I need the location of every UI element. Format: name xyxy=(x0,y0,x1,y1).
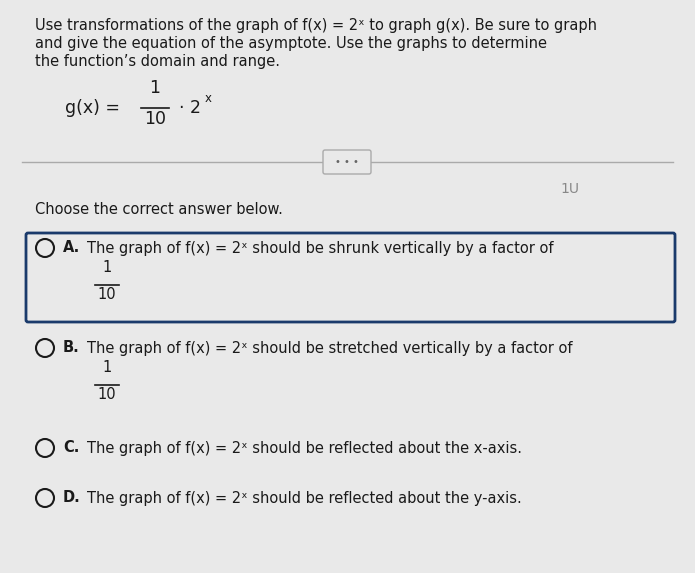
Text: 1: 1 xyxy=(102,260,112,275)
Text: • • •: • • • xyxy=(335,157,359,167)
Text: The graph of f(x) = 2ˣ should be reflected about the x-axis.: The graph of f(x) = 2ˣ should be reflect… xyxy=(87,441,522,456)
Text: the function’s domain and range.: the function’s domain and range. xyxy=(35,54,280,69)
Text: 10: 10 xyxy=(98,287,116,302)
Text: 1U: 1U xyxy=(560,182,580,196)
Text: The graph of f(x) = 2ˣ should be shrunk vertically by a factor of: The graph of f(x) = 2ˣ should be shrunk … xyxy=(87,241,553,256)
Text: C.: C. xyxy=(63,441,79,456)
Text: Use transformations of the graph of f(x) = 2ˣ to graph g(x). Be sure to graph: Use transformations of the graph of f(x)… xyxy=(35,18,597,33)
Text: 1: 1 xyxy=(149,79,161,97)
Text: x: x xyxy=(205,92,212,105)
Text: The graph of f(x) = 2ˣ should be stretched vertically by a factor of: The graph of f(x) = 2ˣ should be stretch… xyxy=(87,340,573,355)
Text: 10: 10 xyxy=(144,110,166,128)
Text: g(x) =: g(x) = xyxy=(65,99,126,117)
Text: Choose the correct answer below.: Choose the correct answer below. xyxy=(35,202,283,217)
FancyBboxPatch shape xyxy=(323,150,371,174)
Text: 1: 1 xyxy=(102,360,112,375)
Text: A.: A. xyxy=(63,241,80,256)
Text: D.: D. xyxy=(63,490,81,505)
Text: B.: B. xyxy=(63,340,80,355)
Text: · 2: · 2 xyxy=(179,99,201,117)
Text: and give the equation of the asymptote. Use the graphs to determine: and give the equation of the asymptote. … xyxy=(35,36,547,51)
Text: The graph of f(x) = 2ˣ should be reflected about the y-axis.: The graph of f(x) = 2ˣ should be reflect… xyxy=(87,490,522,505)
Text: 10: 10 xyxy=(98,387,116,402)
